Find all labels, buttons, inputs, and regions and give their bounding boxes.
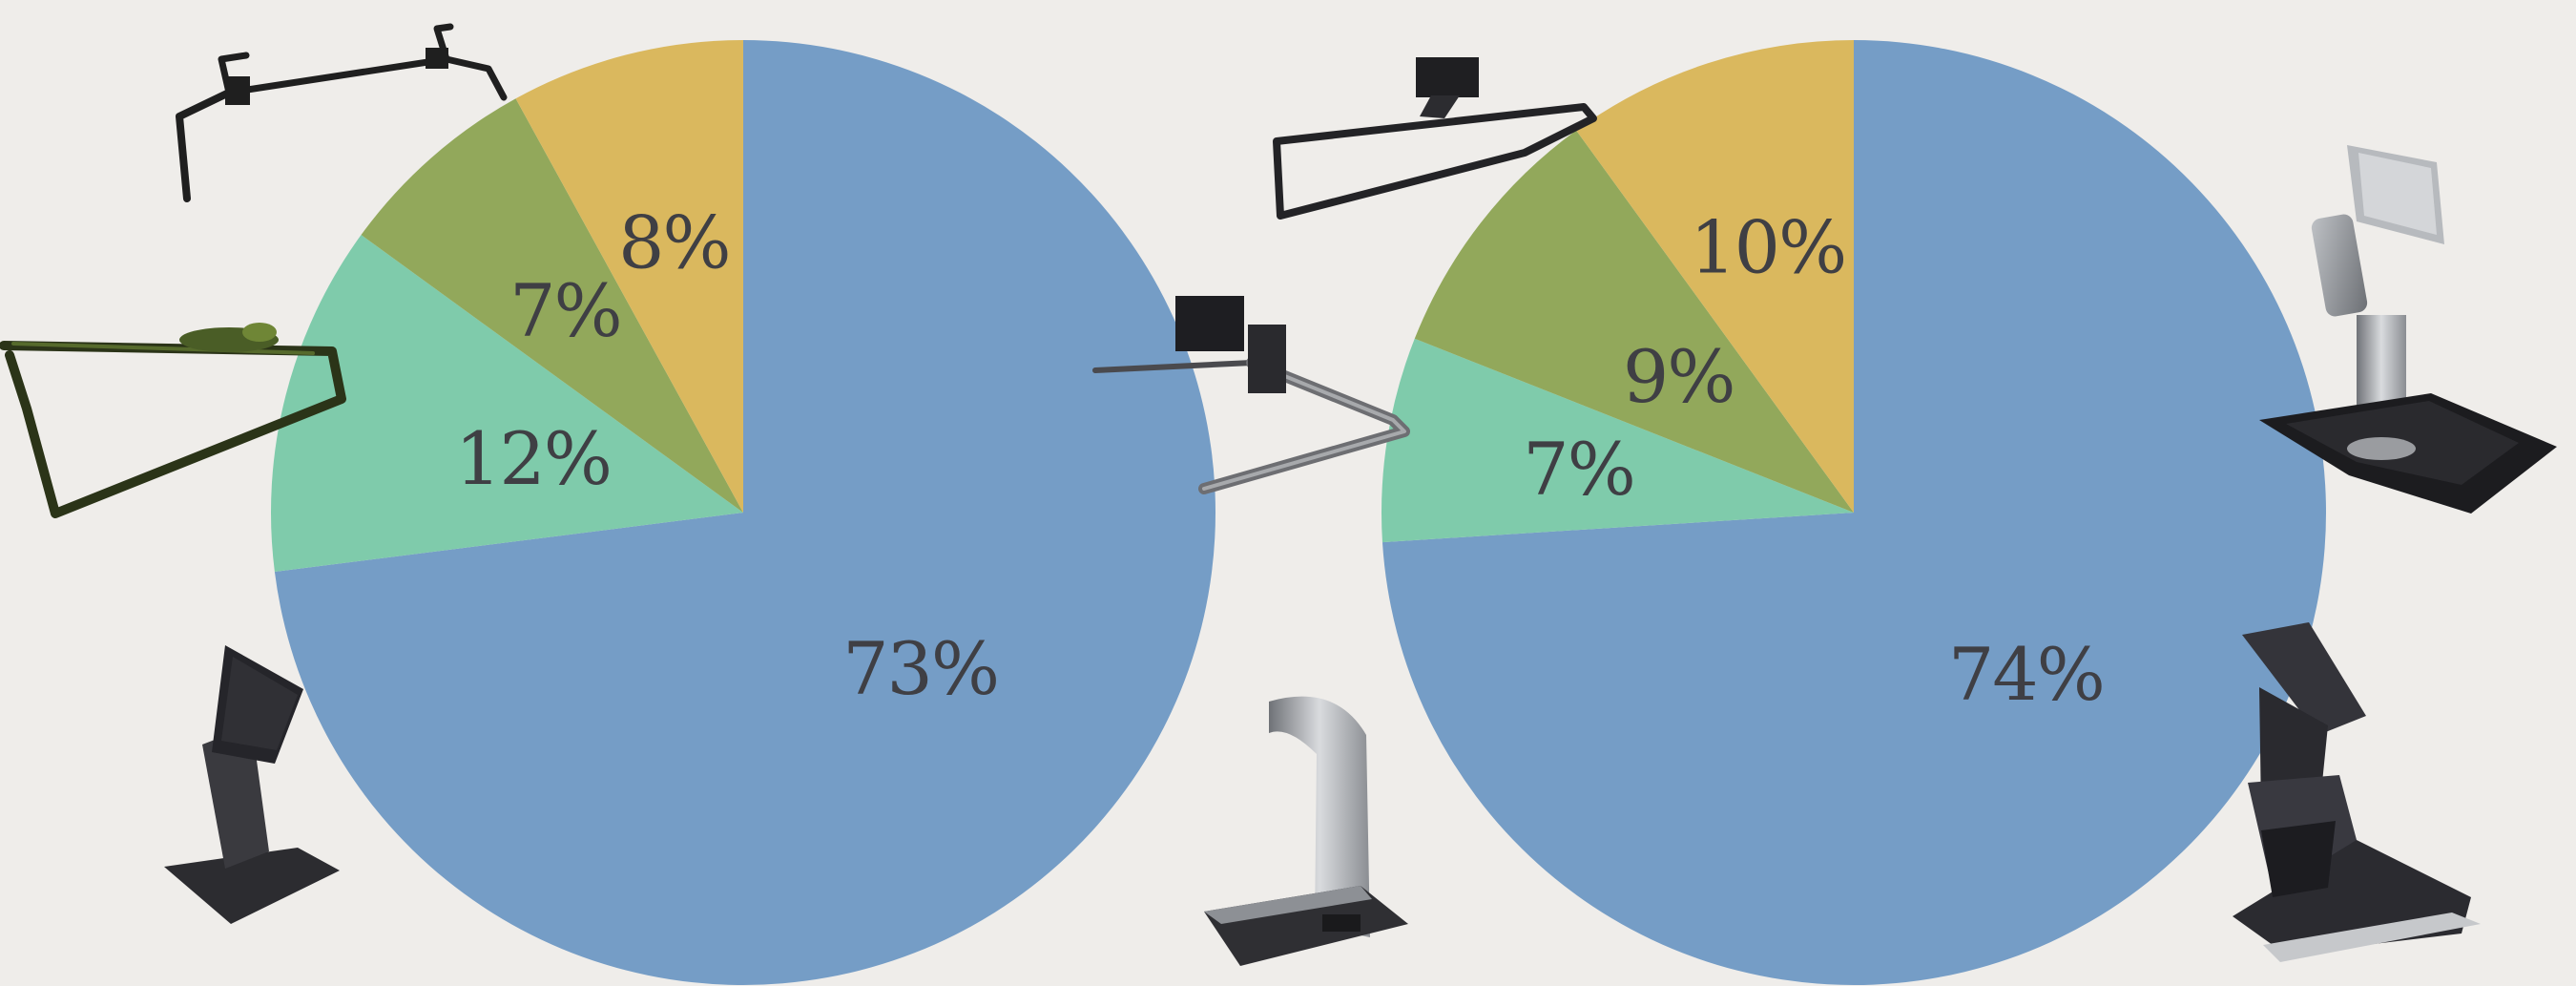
pie-chart-left: 73% 12% 7%8% <box>271 40 1216 985</box>
pie-slice <box>1381 338 1854 543</box>
pie-slice <box>271 235 743 573</box>
pie-slice <box>515 40 743 513</box>
tilt-touch-stand-image <box>164 645 340 924</box>
rectangle-frame-stand-image <box>1273 57 1597 220</box>
slice-label: 9% <box>1623 334 1735 419</box>
pie-slice <box>274 40 1216 985</box>
articulating-arm-stand-image <box>2259 145 2557 514</box>
pie-slice <box>1576 40 1854 513</box>
slice-label: 10% <box>1690 205 1845 290</box>
bar-bracket-stand-image <box>176 23 508 202</box>
pie-slice <box>1381 40 2326 985</box>
slice-label: 12% <box>455 416 611 501</box>
slice-label: 8% <box>618 200 730 285</box>
slice-label: 7% <box>509 268 621 353</box>
wire-loop-stand-image <box>0 323 346 518</box>
pie-chart-right: 74% 7%9% 10% <box>1381 40 2326 985</box>
bent-rod-stand-image <box>1092 296 1410 494</box>
folding-hinge-stand-image <box>2233 622 2481 962</box>
slice-label: 74% <box>1948 632 2104 717</box>
slice-label: 73% <box>842 626 998 711</box>
pie-slice <box>1414 130 1854 513</box>
silver-tower-stand-image <box>1204 696 1408 966</box>
slice-label: 7% <box>1523 427 1634 512</box>
pie-slice <box>361 98 743 513</box>
